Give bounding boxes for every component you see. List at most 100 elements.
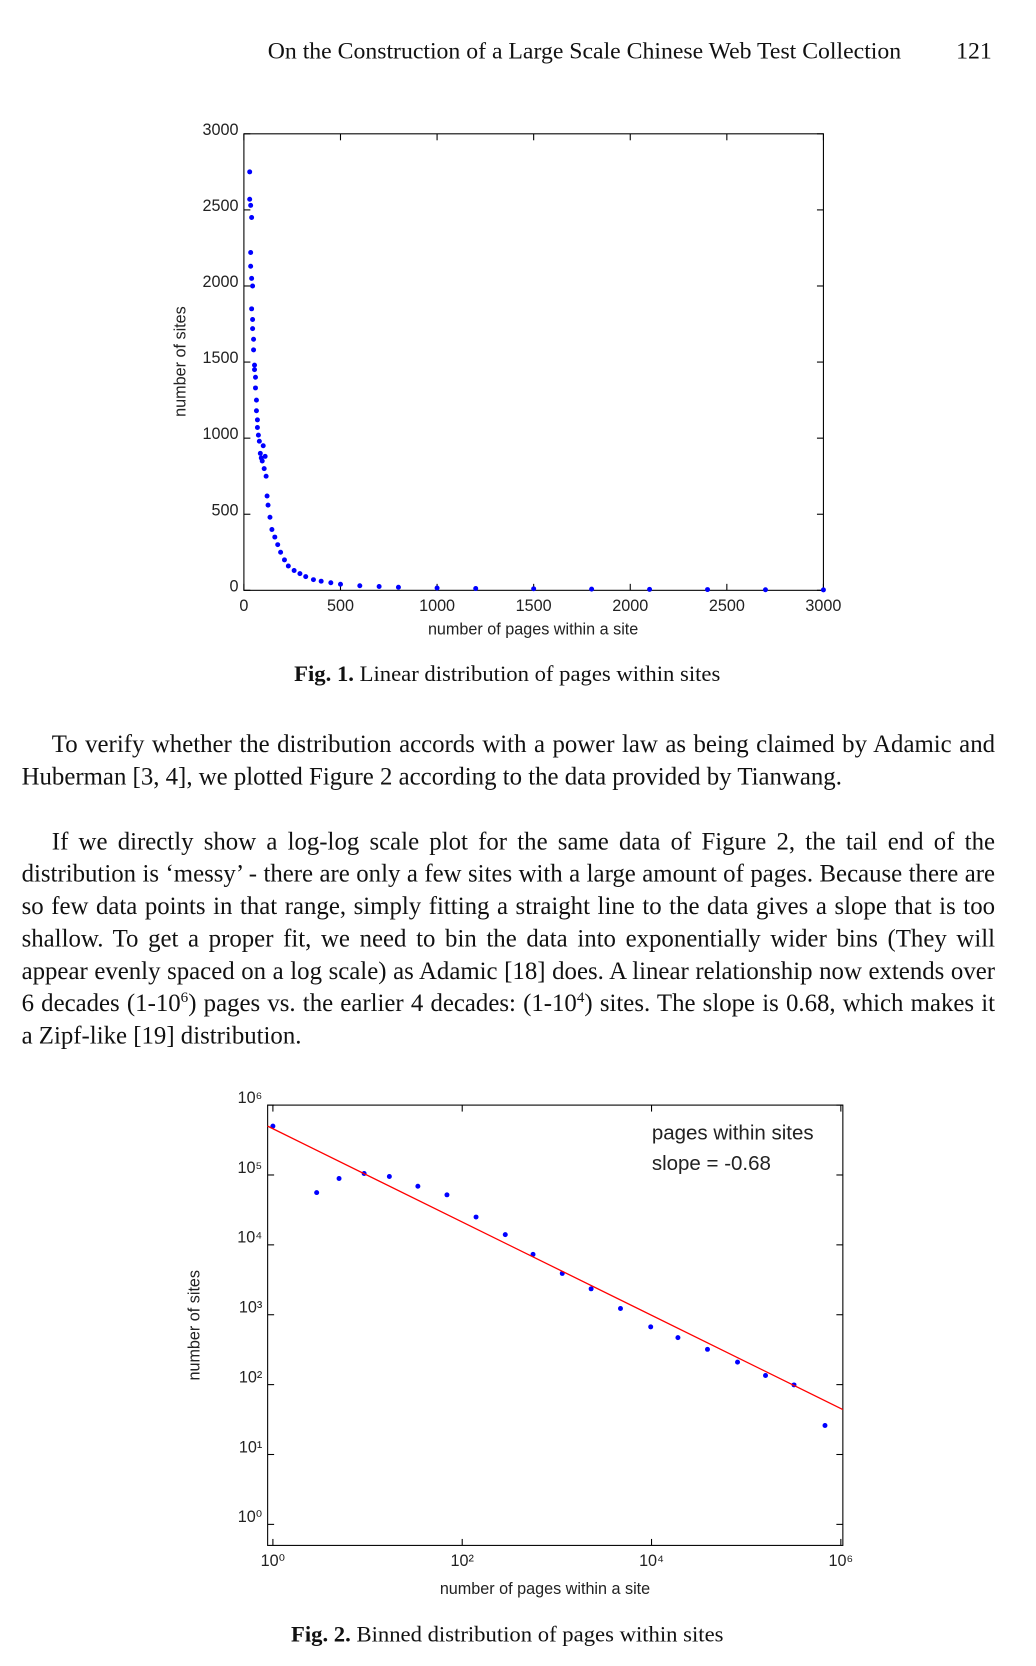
data-point	[265, 502, 271, 508]
data-point	[247, 169, 253, 175]
data-point	[735, 1359, 741, 1365]
data-point	[588, 1286, 594, 1292]
data-point	[297, 571, 303, 577]
caption: Fig. 2. Binned distribution of pages wit…	[0, 1621, 1014, 1648]
data-point	[264, 493, 270, 499]
data-point	[249, 215, 255, 220]
data-point	[269, 526, 275, 532]
data-point	[249, 306, 255, 312]
x-axis-label: number of pages within a site	[428, 621, 638, 639]
data-point	[248, 202, 254, 208]
data-point	[281, 557, 287, 563]
data-point	[247, 196, 253, 202]
y-tick-label: 2000	[203, 273, 239, 291]
data-point	[261, 466, 267, 472]
data-point	[278, 549, 284, 555]
caption: Fig. 1. Linear distribution of pages wit…	[0, 660, 1014, 687]
data-point	[338, 581, 343, 587]
data-point	[820, 587, 826, 593]
data-point	[328, 580, 334, 586]
y-tick-label: 10³	[239, 1299, 263, 1317]
data-point	[262, 453, 268, 459]
text-run: ) sites. The slope is 0.68, which makes …	[21, 989, 996, 1049]
y-axis-label: number of sites	[186, 1270, 204, 1381]
data-point	[647, 586, 653, 592]
x-tick-label: 10⁶	[829, 1552, 854, 1570]
y-tick-label: 10⁵	[238, 1159, 263, 1177]
x-tick-label: 2000	[612, 597, 648, 615]
data-point	[272, 534, 278, 540]
data-point	[250, 283, 256, 289]
caption-label: Fig. 2.	[290, 1620, 351, 1647]
annotation: slope = -0.68	[652, 1152, 771, 1175]
paragraph: If we directly show a log-log scale plot…	[22, 826, 995, 1053]
paragraph: To verify whether the distribution accor…	[22, 728, 995, 793]
data-point	[253, 385, 258, 391]
data-point	[263, 473, 269, 479]
data-point	[256, 438, 262, 444]
data-point	[253, 374, 258, 380]
data-point	[251, 336, 257, 342]
data-point	[249, 275, 255, 281]
text-run: If we directly show a log-log scale plot…	[21, 827, 996, 1017]
y-tick-label: 0	[230, 577, 239, 595]
y-tick-label: 3000	[203, 121, 239, 139]
x-tick-label: 10²	[451, 1552, 475, 1570]
y-tick-label: 500	[212, 501, 239, 519]
running-title: On the Construction of a Large Scale Chi…	[267, 36, 902, 64]
annotation: pages within sites	[652, 1122, 814, 1145]
fit-line	[267, 1125, 844, 1411]
data-point	[252, 362, 258, 368]
data-point	[267, 514, 273, 520]
data-point	[250, 326, 256, 332]
data-point	[251, 347, 257, 353]
y-tick-label: 10²	[239, 1368, 263, 1386]
data-point	[589, 586, 595, 592]
data-point	[763, 1373, 768, 1378]
data-point	[415, 1183, 421, 1189]
data-point	[531, 586, 537, 592]
data-point	[473, 1214, 479, 1220]
superscript: 4	[576, 989, 585, 1007]
plot-frame	[267, 1104, 844, 1546]
data-point	[675, 1335, 681, 1341]
data-point	[704, 1346, 710, 1352]
data-point	[303, 574, 309, 580]
data-point	[254, 425, 260, 430]
data-point	[705, 587, 711, 593]
x-tick-label: 3000	[805, 597, 841, 615]
x-tick-label: 10⁴	[639, 1552, 664, 1570]
data-point	[444, 1192, 450, 1198]
data-point	[434, 585, 440, 591]
data-point	[473, 586, 479, 591]
text-run: To verify whether the distribution accor…	[21, 730, 996, 790]
caption-text: Linear distribution of pages within site…	[359, 660, 721, 687]
data-point	[275, 542, 281, 548]
y-tick-label: 10⁶	[238, 1089, 263, 1107]
data-point	[336, 1176, 342, 1181]
x-tick-label: 500	[327, 597, 354, 615]
data-point	[310, 577, 316, 583]
data-point	[285, 563, 291, 569]
data-point	[260, 443, 266, 449]
data-point	[376, 584, 382, 590]
data-point	[248, 250, 254, 255]
text-run: ) pages vs. the earlier 4 decades: (1-10	[188, 989, 577, 1017]
data-point	[618, 1305, 623, 1311]
data-point	[254, 417, 260, 423]
data-point	[386, 1174, 392, 1180]
y-tick-label: 2500	[203, 197, 239, 215]
page-number: 121	[956, 36, 992, 64]
data-point	[248, 263, 254, 269]
y-tick-label: 1500	[203, 349, 239, 367]
data-point	[253, 397, 259, 403]
data-point	[648, 1324, 654, 1330]
data-point	[257, 450, 263, 456]
data-point	[395, 584, 401, 590]
data-point	[822, 1423, 828, 1428]
data-point	[291, 568, 297, 574]
plot-frame	[243, 133, 824, 591]
data-point	[318, 578, 324, 584]
